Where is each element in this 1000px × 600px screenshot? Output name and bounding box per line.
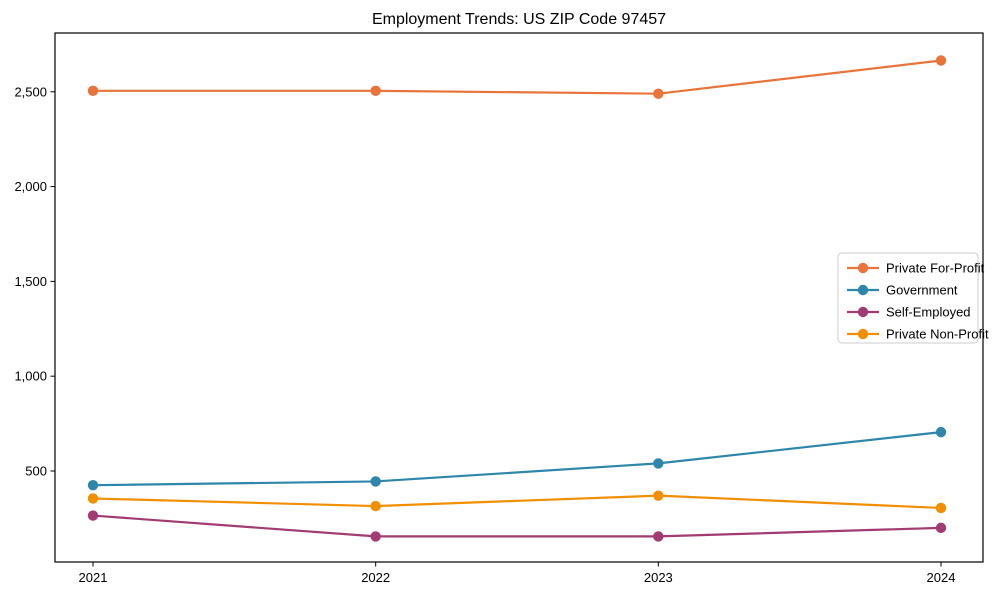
data-point-marker xyxy=(87,480,99,491)
legend: Private For-Profit Government Self-Employe… xyxy=(837,252,989,344)
legend-item-government: Government xyxy=(847,283,958,298)
data-point-marker xyxy=(87,510,99,521)
data-point-marker xyxy=(370,500,381,512)
series-path xyxy=(91,431,943,487)
x-axis-tick-label: 2022 xyxy=(361,570,390,585)
data-point-marker xyxy=(370,85,381,97)
legend-swatch-marker xyxy=(857,262,869,274)
legend-label: Private For-Profit xyxy=(886,261,985,276)
series-path xyxy=(91,494,943,510)
data-point-marker xyxy=(935,522,947,534)
legend-item-self-employed: Self-Employed xyxy=(847,305,971,320)
data-point-marker xyxy=(87,493,99,504)
data-point-marker xyxy=(370,476,381,487)
series-private-for-profit xyxy=(87,55,947,99)
y-axis-tick-label: 1,000 xyxy=(14,369,47,384)
data-point-marker xyxy=(653,531,664,542)
series-private-non-profit xyxy=(87,490,947,514)
series-path xyxy=(91,514,943,538)
data-point-marker xyxy=(370,531,381,542)
legend-swatch-marker xyxy=(857,306,869,318)
series-government xyxy=(87,426,947,491)
legend-item-private-non-profit: Private Non-Profit xyxy=(847,327,989,342)
legend-item-private-for-profit: Private For-Profit xyxy=(847,261,985,276)
plot-area-border xyxy=(54,32,984,563)
y-axis-tick-label: 500 xyxy=(25,463,47,478)
legend-label: Self-Employed xyxy=(886,305,971,320)
data-point-marker xyxy=(653,88,664,99)
y-axis-tick-label: 1,500 xyxy=(14,274,47,289)
legend-box xyxy=(837,252,979,344)
legend-label: Private Non-Profit xyxy=(886,327,989,342)
data-point-marker xyxy=(87,85,99,97)
legend-swatch-marker xyxy=(857,328,869,340)
chart-title: Employment Trends: US ZIP Code 97457 xyxy=(371,11,667,28)
x-axis-tick-label: 2021 xyxy=(79,570,108,585)
data-point-marker xyxy=(935,502,947,514)
y-axis-tick-label: 2,000 xyxy=(14,179,47,194)
data-point-marker xyxy=(653,490,664,501)
series-path xyxy=(91,59,943,95)
legend-swatch-marker xyxy=(857,284,869,296)
data-point-marker xyxy=(935,55,947,66)
legend-label: Government xyxy=(886,283,958,298)
data-point-marker xyxy=(653,458,664,469)
x-axis-tick-label: 2024 xyxy=(927,570,956,585)
series-self-employed xyxy=(87,510,947,542)
y-axis-tick-label: 2,500 xyxy=(14,84,47,99)
data-point-marker xyxy=(935,426,947,438)
x-axis-tick-label: 2023 xyxy=(644,570,673,585)
